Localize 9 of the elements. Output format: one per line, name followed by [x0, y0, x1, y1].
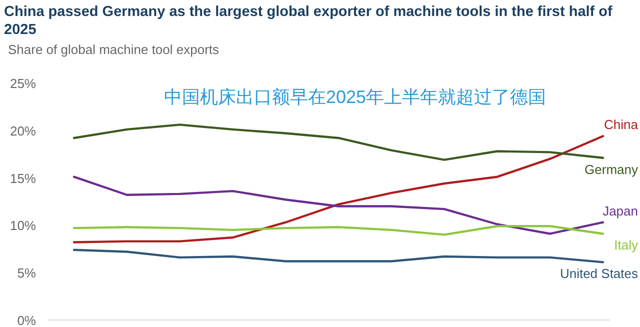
- ytick: 10%: [10, 218, 36, 234]
- subtitle: Share of global machine tool exports: [8, 42, 220, 57]
- ytick: 25%: [10, 76, 36, 91]
- title: China passed Germany as the largest global exporter of machine tools in the first half of 2025: [4, 4, 612, 38]
- ytick: 20%: [10, 123, 36, 138]
- ytick: 15%: [10, 170, 36, 186]
- annotation: 中国机床出口额早在2025年上半年就超过了德国: [164, 87, 546, 107]
- ytick: 0%: [17, 313, 36, 327]
- ytick: 5%: [17, 266, 36, 281]
